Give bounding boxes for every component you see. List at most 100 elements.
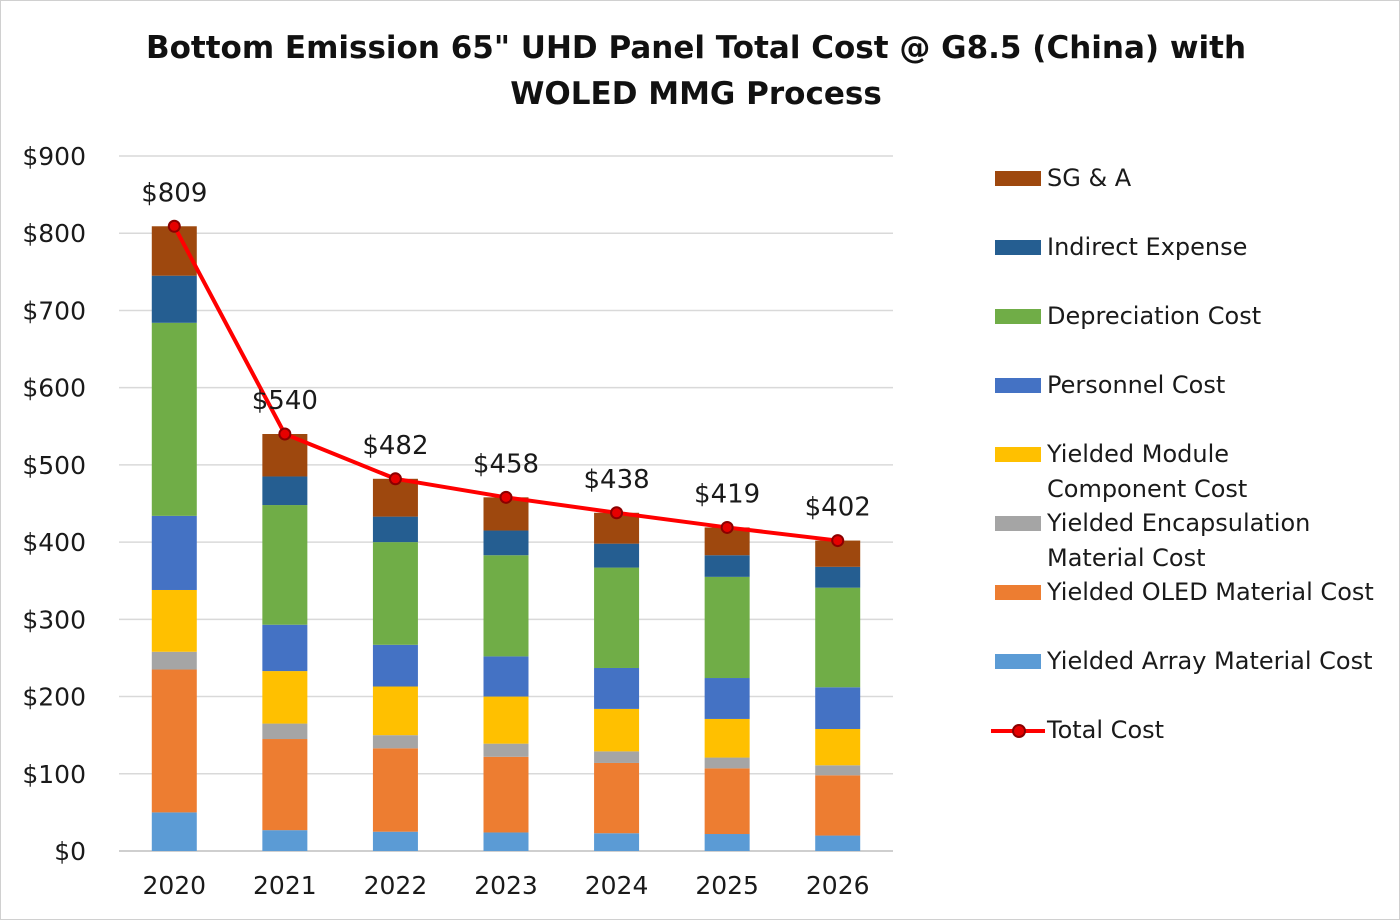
y-tick-label: $500 bbox=[22, 451, 86, 480]
y-tick-label: $300 bbox=[22, 605, 86, 634]
total-cost-marker-2022 bbox=[388, 472, 402, 486]
bar-segment-depreciation-cost-2025 bbox=[704, 576, 750, 679]
bar-segment-depreciation-cost-2026 bbox=[815, 587, 861, 688]
bar-segment-yielded-array-material-cost-2025 bbox=[704, 834, 750, 851]
y-tick-label: $700 bbox=[22, 296, 86, 325]
legend-label: Yielded Array Material Cost bbox=[1047, 647, 1373, 675]
chart-title: Bottom Emission 65" UHD Panel Total Cost… bbox=[91, 25, 1301, 117]
total-cost-marker-2020 bbox=[167, 219, 181, 233]
total-cost-label-2023: $458 bbox=[473, 449, 539, 479]
total-cost-label-2026: $402 bbox=[805, 493, 871, 523]
legend-label: Personnel Cost bbox=[1047, 371, 1226, 399]
bar-segment-yielded-module-component-cost-2025 bbox=[704, 718, 750, 758]
bar-segment-yielded-module-component-cost-2023 bbox=[483, 696, 529, 744]
bar-segment-yielded-encapsulation-material-cost-2021 bbox=[262, 723, 308, 740]
chart-title-line-2: WOLED MMG Process bbox=[510, 76, 882, 112]
x-tick-label: 2025 bbox=[695, 871, 759, 900]
total-cost-marker-2023 bbox=[499, 490, 513, 504]
bar-segment-personnel-cost-2025 bbox=[704, 678, 750, 719]
y-tick-label: $200 bbox=[22, 683, 86, 712]
bar-segment-personnel-cost-2023 bbox=[483, 656, 529, 697]
bar-segment-indirect-expense-2026 bbox=[815, 566, 861, 588]
bar-segment-yielded-encapsulation-material-cost-2026 bbox=[815, 765, 861, 776]
chart-title-line-1: Bottom Emission 65" UHD Panel Total Cost… bbox=[145, 30, 1247, 66]
bar-segment-yielded-module-component-cost-2021 bbox=[262, 671, 308, 724]
legend-label: Indirect Expense bbox=[1047, 233, 1248, 261]
bar-segment-yielded-encapsulation-material-cost-2020 bbox=[151, 651, 197, 670]
bar-segment-depreciation-cost-2022 bbox=[372, 542, 418, 645]
x-tick-label: 2023 bbox=[474, 871, 538, 900]
total-cost-line bbox=[167, 219, 845, 548]
bar-segment-sg-a-2020 bbox=[151, 226, 197, 276]
bar-segment-yielded-oled-material-cost-2021 bbox=[262, 739, 308, 831]
bar-segment-yielded-array-material-cost-2024 bbox=[594, 833, 640, 851]
bar-segment-indirect-expense-2021 bbox=[262, 476, 308, 506]
bar-segment-yielded-encapsulation-material-cost-2025 bbox=[704, 757, 750, 769]
bar-segment-depreciation-cost-2024 bbox=[594, 567, 640, 668]
bar-segment-depreciation-cost-2021 bbox=[262, 505, 308, 625]
bar-segment-depreciation-cost-2023 bbox=[483, 555, 529, 657]
bar-segment-yielded-module-component-cost-2026 bbox=[815, 728, 861, 766]
x-tick-label: 2024 bbox=[585, 871, 649, 900]
legend-swatch bbox=[995, 654, 1041, 669]
y-tick-label: $100 bbox=[22, 760, 86, 789]
bar-segment-yielded-module-component-cost-2024 bbox=[594, 708, 640, 752]
total-cost-label-2021: $540 bbox=[252, 386, 318, 416]
bar-segment-personnel-cost-2022 bbox=[372, 644, 418, 687]
legend-marker-swatch bbox=[1012, 724, 1026, 738]
stacked-bars bbox=[151, 226, 861, 851]
legend-swatch bbox=[995, 240, 1041, 255]
bar-segment-yielded-array-material-cost-2022 bbox=[372, 831, 418, 851]
bar-segment-indirect-expense-2025 bbox=[704, 555, 750, 577]
x-tick-label: 2022 bbox=[364, 871, 428, 900]
total-cost-label-2020: $809 bbox=[141, 178, 207, 208]
bar-segment-indirect-expense-2022 bbox=[372, 516, 418, 543]
bar-segment-yielded-oled-material-cost-2023 bbox=[483, 756, 529, 833]
bar-segment-yielded-module-component-cost-2022 bbox=[372, 686, 418, 736]
bar-segment-yielded-oled-material-cost-2026 bbox=[815, 775, 861, 836]
legend-swatch bbox=[995, 378, 1041, 393]
bar-segment-indirect-expense-2024 bbox=[594, 543, 640, 568]
y-tick-label: $900 bbox=[22, 142, 86, 171]
bar-segment-yielded-encapsulation-material-cost-2024 bbox=[594, 751, 640, 763]
bar-segment-yielded-array-material-cost-2023 bbox=[483, 832, 529, 851]
bar-segment-yielded-array-material-cost-2021 bbox=[262, 830, 308, 851]
bar-segment-yielded-oled-material-cost-2020 bbox=[151, 669, 197, 813]
bar-segment-yielded-oled-material-cost-2024 bbox=[594, 762, 640, 834]
total-cost-marker-2024 bbox=[610, 506, 624, 520]
total-cost-marker-2026 bbox=[831, 534, 845, 548]
bar-segment-yielded-oled-material-cost-2022 bbox=[372, 748, 418, 832]
bar-segment-indirect-expense-2023 bbox=[483, 530, 529, 556]
bar-segment-yielded-encapsulation-material-cost-2023 bbox=[483, 743, 529, 757]
legend-swatch bbox=[995, 171, 1041, 186]
bar-segment-personnel-cost-2026 bbox=[815, 687, 861, 729]
legend-label: Yielded OLED Material Cost bbox=[1047, 578, 1374, 606]
bar-segment-personnel-cost-2021 bbox=[262, 624, 308, 672]
legend-label: Yielded Module Component Cost bbox=[1047, 440, 1248, 503]
total-cost-data-labels: $809 $540 $482 $458 $438 $419 $402 bbox=[141, 178, 871, 522]
bar-segment-personnel-cost-2020 bbox=[151, 515, 197, 590]
y-tick-label: $0 bbox=[54, 837, 86, 866]
y-tick-label: $400 bbox=[22, 528, 86, 557]
legend-label: Depreciation Cost bbox=[1047, 302, 1262, 330]
legend-swatch bbox=[995, 447, 1041, 462]
y-tick-label: $600 bbox=[22, 374, 86, 403]
x-axis-tick-labels: 2020 2021 2022 2023 2024 2025 2026 bbox=[142, 871, 869, 900]
bar-segment-indirect-expense-2020 bbox=[151, 275, 197, 323]
bar-segment-yielded-oled-material-cost-2025 bbox=[704, 768, 750, 835]
x-tick-label: 2020 bbox=[142, 871, 206, 900]
y-axis-tick-labels: $0 $100 $200 $300 $400 $500 $600 $700 $800 $900 bbox=[22, 142, 86, 866]
total-cost-marker-2021 bbox=[278, 427, 292, 441]
total-cost-label-2024: $438 bbox=[583, 465, 649, 495]
bar-segment-depreciation-cost-2020 bbox=[151, 322, 197, 516]
bar-segment-yielded-array-material-cost-2026 bbox=[815, 835, 861, 851]
x-tick-label: 2026 bbox=[806, 871, 870, 900]
legend-label: Total Cost bbox=[1047, 716, 1165, 744]
bar-segment-yielded-module-component-cost-2020 bbox=[151, 589, 197, 652]
y-tick-label: $800 bbox=[22, 219, 86, 248]
legend-label: Yielded Encapsulation Material Cost bbox=[1047, 509, 1311, 572]
bar-segment-yielded-encapsulation-material-cost-2022 bbox=[372, 735, 418, 749]
total-cost-marker-2025 bbox=[720, 520, 734, 534]
